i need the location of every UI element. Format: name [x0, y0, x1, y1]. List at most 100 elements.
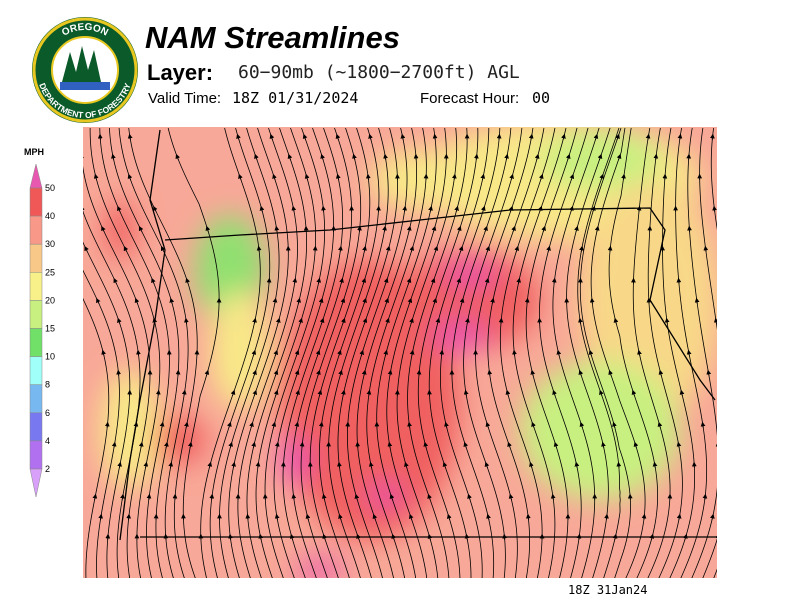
streamline-arrow	[259, 205, 265, 213]
streamline-arrow	[372, 513, 378, 521]
streamline-arrow	[273, 389, 279, 397]
streamline	[687, 127, 717, 578]
streamline	[451, 127, 512, 578]
streamline-arrow	[612, 421, 617, 429]
legend-band	[29, 384, 43, 414]
streamline-arrow	[658, 369, 664, 377]
streamline-arrow	[553, 441, 559, 449]
layer: 60−90mb (~1800−2700ft) AGL	[238, 62, 520, 83]
streamline-arrow	[574, 461, 580, 469]
streamline	[83, 241, 131, 578]
streamline-arrow	[292, 277, 298, 285]
streamline-arrow	[406, 277, 412, 285]
streamline-arrow	[594, 225, 600, 233]
layer-label: Layer:	[147, 60, 213, 85]
streamline-arrow	[159, 421, 165, 429]
streamline-arrow	[686, 349, 692, 357]
streamline-arrow	[579, 245, 584, 253]
streamline-arrow	[252, 369, 257, 377]
streamline-arrow	[291, 493, 297, 501]
streamline-arrow	[238, 173, 243, 181]
streamline	[89, 127, 161, 578]
streamline-arrow	[111, 441, 117, 449]
streamline	[662, 127, 695, 578]
streamline-arrow	[463, 389, 469, 397]
streamline-arrow	[101, 349, 106, 357]
streamline	[608, 127, 659, 578]
streamline-arrow	[435, 317, 441, 325]
streamline-arrow	[484, 277, 490, 285]
streamline-arrow	[601, 441, 606, 449]
streamline-arrow	[320, 153, 325, 161]
streamline-arrow	[578, 317, 583, 325]
streamline-arrow	[169, 297, 175, 305]
streamline-arrow	[428, 205, 433, 213]
streamline-arrow	[341, 317, 346, 325]
streamline-arrow	[514, 245, 519, 253]
streamline-arrow	[552, 389, 557, 397]
streamline-arrow	[272, 173, 277, 181]
streamline	[255, 127, 317, 578]
streamline-arrow	[305, 513, 311, 521]
legend-band	[29, 187, 43, 217]
streamline	[487, 127, 545, 578]
logo: OREGON DEPARTMENT OF FORESTRY	[32, 17, 138, 123]
streamline-arrow	[387, 369, 393, 377]
streamline	[396, 127, 458, 578]
streamline-arrow	[168, 461, 174, 469]
streamline-arrow	[407, 297, 413, 305]
streamline-arrow	[143, 461, 149, 469]
streamline-arrow	[255, 461, 261, 469]
streamline-arrow	[406, 225, 412, 233]
streamline-arrow	[273, 369, 279, 377]
streamline-arrow	[362, 297, 367, 305]
streamline	[499, 127, 556, 578]
streamline-arrow	[120, 493, 125, 501]
streamline-arrow	[296, 297, 302, 305]
streamline	[417, 127, 479, 578]
logo-top: OREGON	[60, 22, 110, 39]
streamline-arrow	[645, 133, 651, 141]
streamline-arrow	[175, 153, 181, 161]
legend-band	[29, 412, 43, 442]
streamline-arrow	[490, 297, 495, 305]
streamline-arrow	[509, 173, 514, 181]
streamline	[309, 127, 371, 578]
streamline	[356, 127, 418, 578]
streamline-arrow	[183, 317, 189, 325]
streamline-arrow	[361, 369, 367, 377]
streamline-arrow	[295, 389, 300, 397]
streamline-arrow	[458, 245, 464, 253]
streamline-arrow	[74, 280, 76, 284]
streamline-arrow	[565, 153, 571, 161]
streamline-arrow	[164, 441, 169, 449]
streamline-arrow	[236, 133, 241, 141]
streamline-arrow	[427, 493, 432, 501]
streamline-arrow	[275, 317, 281, 325]
streamline-arrow	[269, 133, 275, 141]
streamline	[282, 127, 344, 578]
streamline-arrow	[287, 153, 293, 161]
streamline-arrow	[485, 421, 491, 429]
streamline-arrow	[384, 297, 389, 305]
streamline-arrow	[318, 421, 324, 429]
streamline-arrow	[341, 389, 346, 397]
streamline-arrow	[556, 349, 562, 357]
streamline-arrow	[597, 153, 603, 161]
legend-band	[29, 300, 43, 329]
streamline	[167, 127, 220, 578]
streamline-arrow	[340, 297, 346, 305]
streamline-arrow	[151, 277, 156, 285]
streamline-arrow	[608, 369, 613, 377]
streamline-arrow	[516, 277, 521, 285]
streamline-arrow	[664, 317, 670, 325]
legend-tick-label: 2	[45, 464, 50, 474]
streamline-arrow	[315, 349, 321, 357]
legend-band	[29, 440, 43, 470]
streamline-arrow	[117, 461, 122, 469]
streamline-arrow	[480, 173, 486, 181]
streamline-arrow	[337, 349, 342, 357]
streamline-arrow	[483, 225, 488, 233]
streamline-arrow	[252, 389, 258, 397]
streamline-arrow	[599, 389, 604, 397]
